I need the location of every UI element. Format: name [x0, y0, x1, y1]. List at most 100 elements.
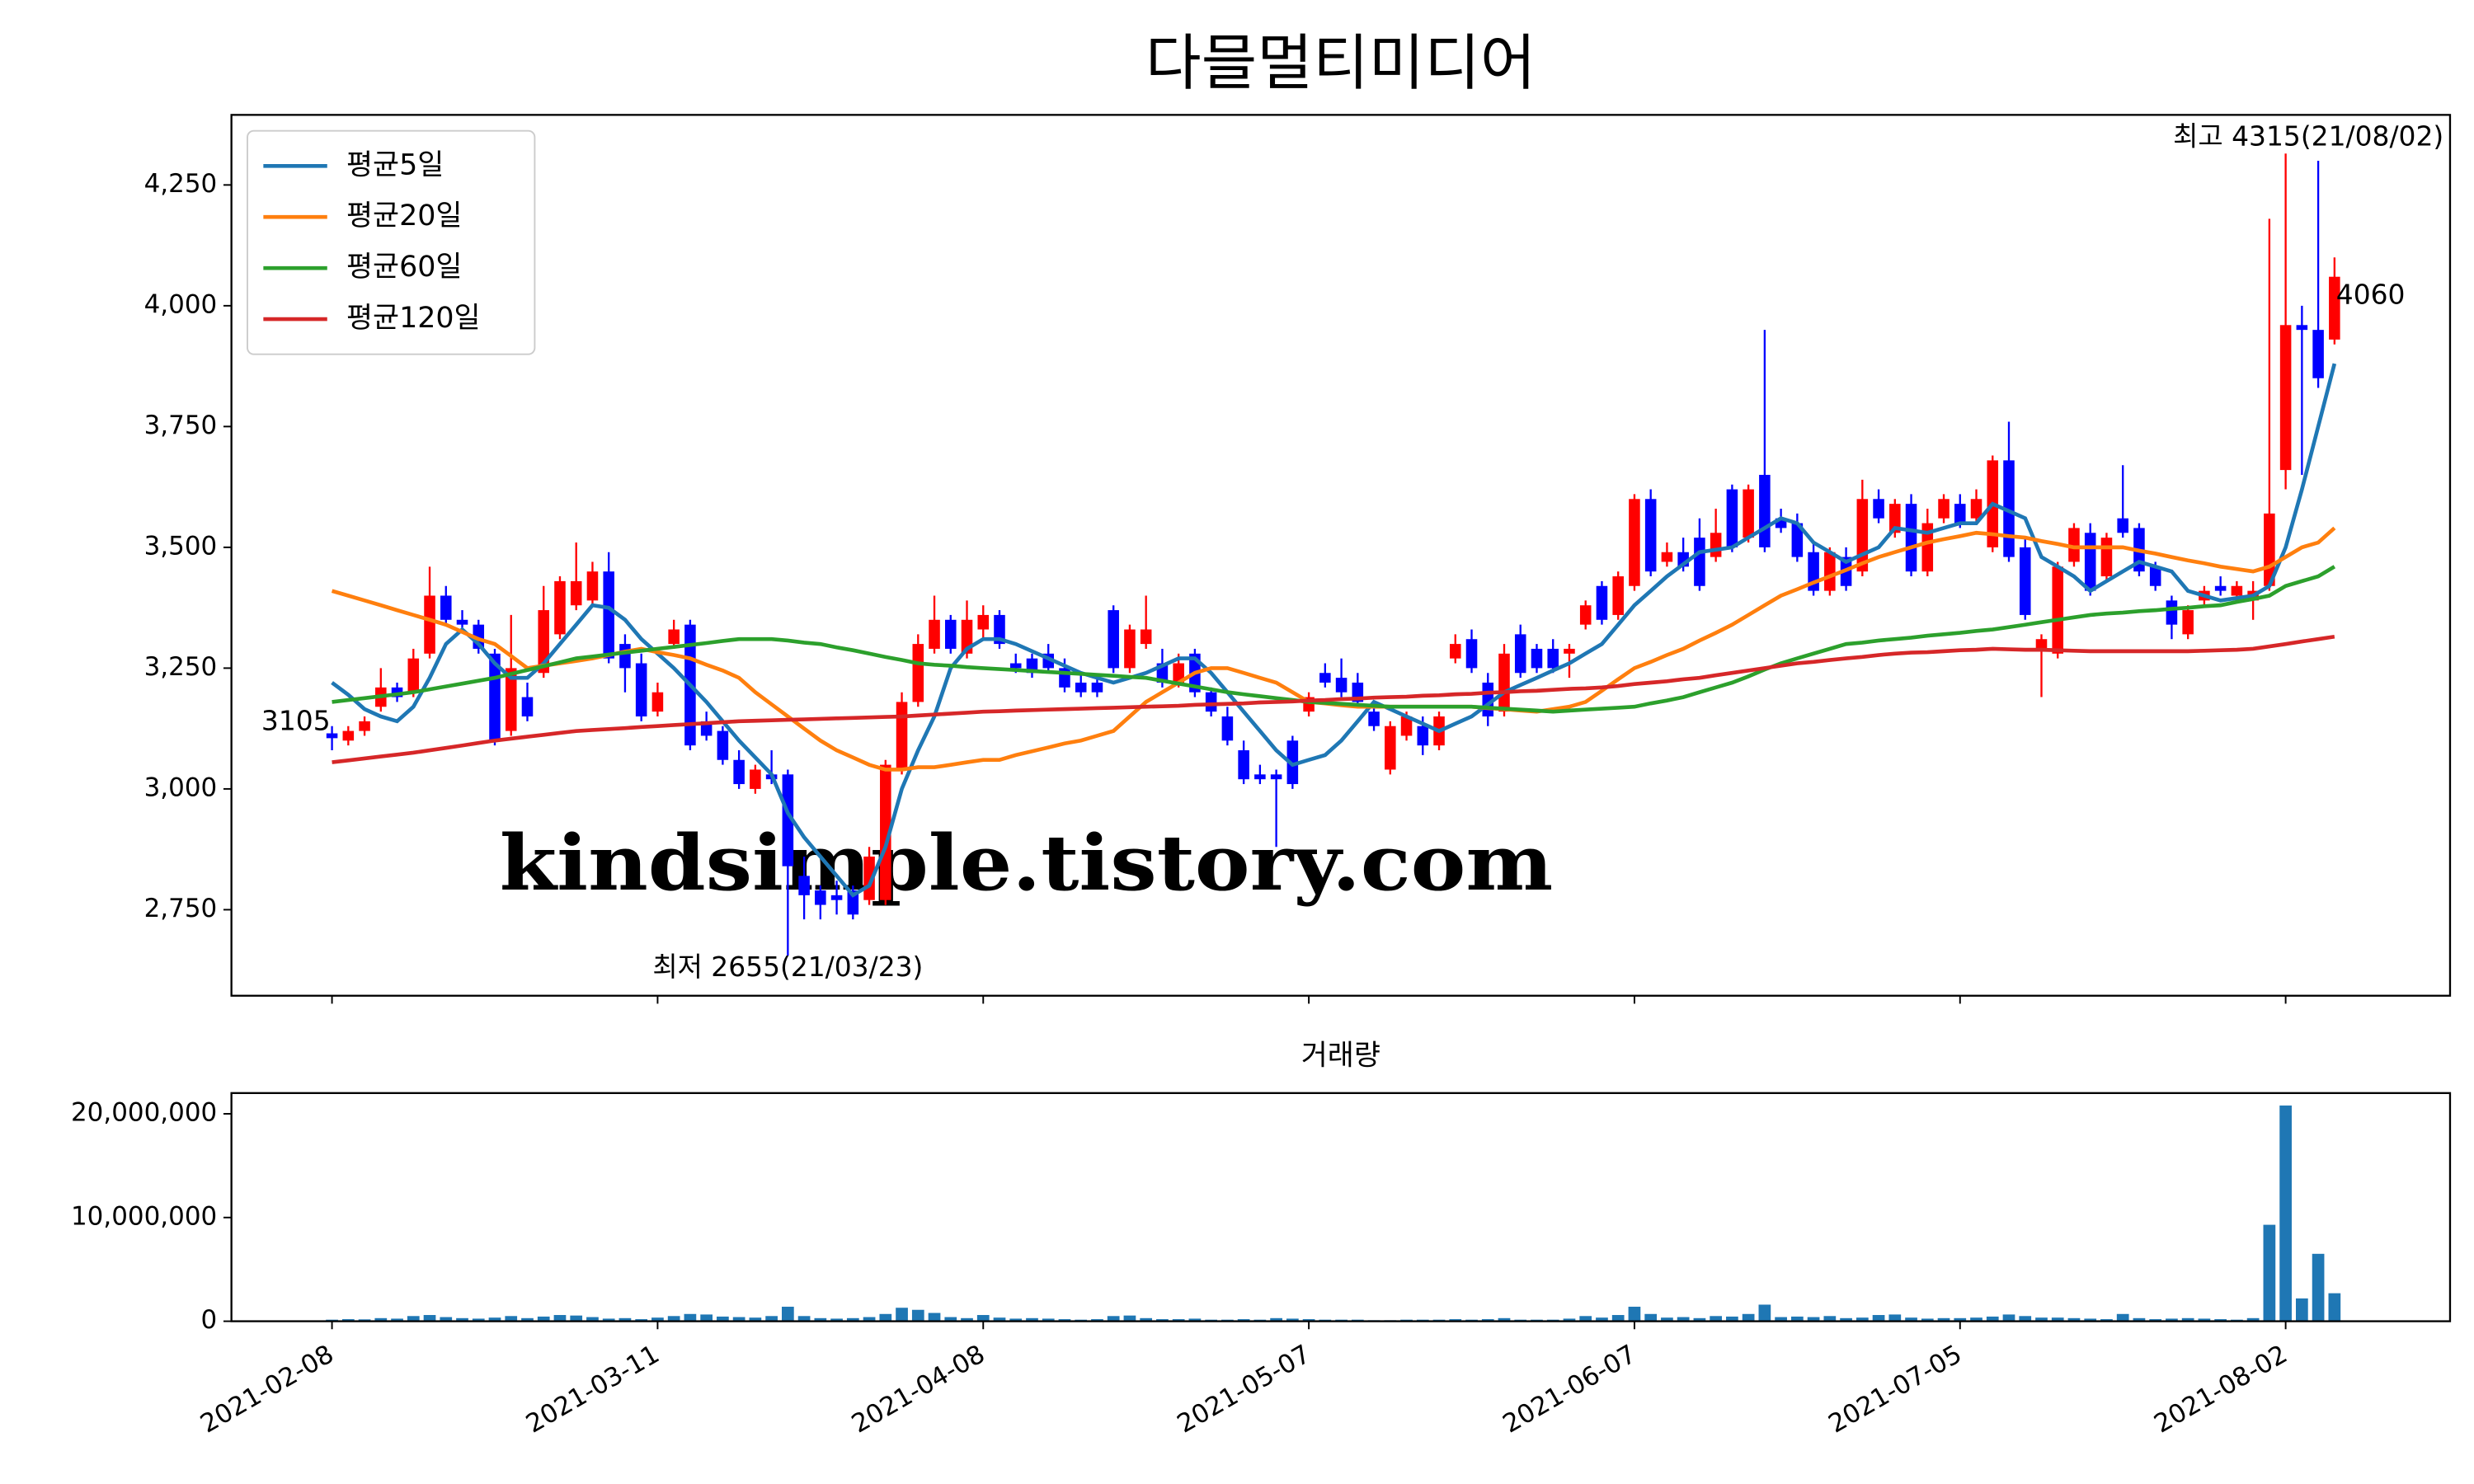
candle-body — [2117, 518, 2128, 533]
chart-title: 다믈멀티미디어 — [1145, 28, 1536, 98]
volume-bar — [2002, 1314, 2015, 1322]
candle-body — [359, 721, 370, 731]
candle-body — [830, 895, 843, 900]
volume-bar — [928, 1313, 941, 1322]
y-tick-label: 4,000 — [144, 289, 218, 319]
volume-bar — [618, 1317, 632, 1322]
volume-bar — [1302, 1319, 1315, 1322]
volume-bar — [472, 1318, 485, 1322]
volume-bar — [1856, 1317, 1869, 1322]
candle-body — [424, 595, 435, 654]
candle-body — [619, 644, 631, 669]
candle-body — [1075, 682, 1087, 693]
candle-body — [2279, 325, 2292, 471]
volume-bar — [2035, 1317, 2048, 1322]
volume-bar — [1237, 1319, 1250, 1322]
candle-body — [1205, 692, 1217, 712]
volume-title: 거래량 — [1301, 1039, 1380, 1072]
candle-body — [2068, 528, 2080, 562]
volume-bar — [1481, 1319, 1494, 1322]
volume-bar — [1726, 1316, 1738, 1322]
volume-bar — [1661, 1317, 1673, 1322]
volume-bar — [1710, 1316, 1722, 1322]
volume-bar — [700, 1314, 713, 1322]
volume-bar — [2166, 1318, 2178, 1322]
candle-body — [1579, 605, 1592, 625]
volume-bar — [537, 1316, 550, 1322]
volume-bar — [797, 1316, 811, 1322]
volume-bar — [2019, 1316, 2032, 1322]
volume-bar — [651, 1317, 664, 1322]
volume-bar — [1009, 1318, 1023, 1322]
x-tick-label: 2021-03-11 — [521, 1339, 665, 1439]
y-tick-label: 4,250 — [144, 169, 218, 199]
volume-bar — [2198, 1318, 2211, 1322]
candle-body — [554, 580, 566, 635]
volume-bar — [553, 1315, 567, 1322]
volume-bar — [1498, 1317, 1511, 1322]
volume-bar — [521, 1317, 534, 1322]
volume-bar — [341, 1319, 355, 1322]
volume-bar — [1872, 1315, 1885, 1322]
candle-body — [440, 595, 452, 620]
volume-bar — [2067, 1317, 2081, 1322]
candle-body — [798, 876, 810, 895]
candle-body — [912, 644, 924, 702]
volume-bar — [2100, 1319, 2113, 1322]
x-tick-label: 2021-07-05 — [1823, 1339, 1967, 1439]
volume-bar — [846, 1317, 859, 1322]
candle-body — [1694, 538, 1705, 586]
candle-body — [635, 663, 647, 716]
volume-bar — [732, 1317, 745, 1322]
volume-bar — [407, 1316, 420, 1322]
volume-bar — [1986, 1316, 1999, 1322]
candle-body — [733, 759, 745, 785]
candle-body — [945, 619, 957, 649]
candle-body — [1140, 629, 1152, 645]
y-tick-label: 3,750 — [144, 411, 218, 440]
candle-body — [717, 730, 729, 760]
candle-body — [2296, 325, 2308, 331]
candle-body — [1400, 716, 1413, 736]
y-tick-label: 0 — [201, 1305, 218, 1335]
volume-bar — [944, 1317, 957, 1322]
candle-body — [1775, 518, 1787, 528]
x-tick-label: 2021-05-07 — [1173, 1339, 1316, 1439]
volume-bar — [1693, 1317, 1706, 1322]
volume-bar — [635, 1319, 648, 1322]
volume-bar — [2296, 1298, 2308, 1322]
volume-bar — [1042, 1318, 1055, 1322]
volume-bar — [1840, 1317, 1852, 1322]
candle-body — [651, 692, 664, 712]
volume-bar — [1954, 1317, 1967, 1322]
candle-body — [1791, 523, 1804, 557]
candle-body — [750, 769, 761, 789]
volume-bar — [814, 1317, 827, 1322]
volume-bar — [749, 1317, 762, 1322]
volume-bar — [1579, 1316, 1592, 1322]
volume-bar — [1888, 1314, 1902, 1322]
candle-body — [456, 619, 468, 625]
volume-bar — [2279, 1105, 2292, 1322]
annotation: 3105 — [261, 705, 331, 737]
legend-label: 평균20일 — [346, 200, 462, 232]
candle-body — [880, 764, 891, 900]
annotation: 4060 — [2336, 278, 2406, 310]
candle-body — [586, 571, 599, 601]
candle-body — [1954, 504, 1966, 524]
candle-body — [505, 668, 517, 731]
volume-bar — [896, 1308, 908, 1322]
ma-line — [332, 634, 2335, 764]
volume-bar — [1140, 1317, 1153, 1322]
candle-body — [1091, 682, 1103, 693]
y-tick-label: 10,000,000 — [71, 1201, 217, 1231]
candle-body — [603, 571, 614, 659]
plot-frame — [230, 114, 2452, 997]
x-tick-label: 2021-06-07 — [1498, 1339, 1641, 1439]
candle-body — [1661, 552, 1673, 562]
candle-body — [1938, 499, 1950, 519]
volume-bar — [1091, 1319, 1103, 1322]
volume-bar — [423, 1315, 436, 1322]
candle-body — [2214, 585, 2227, 591]
volume-bar — [830, 1318, 843, 1322]
